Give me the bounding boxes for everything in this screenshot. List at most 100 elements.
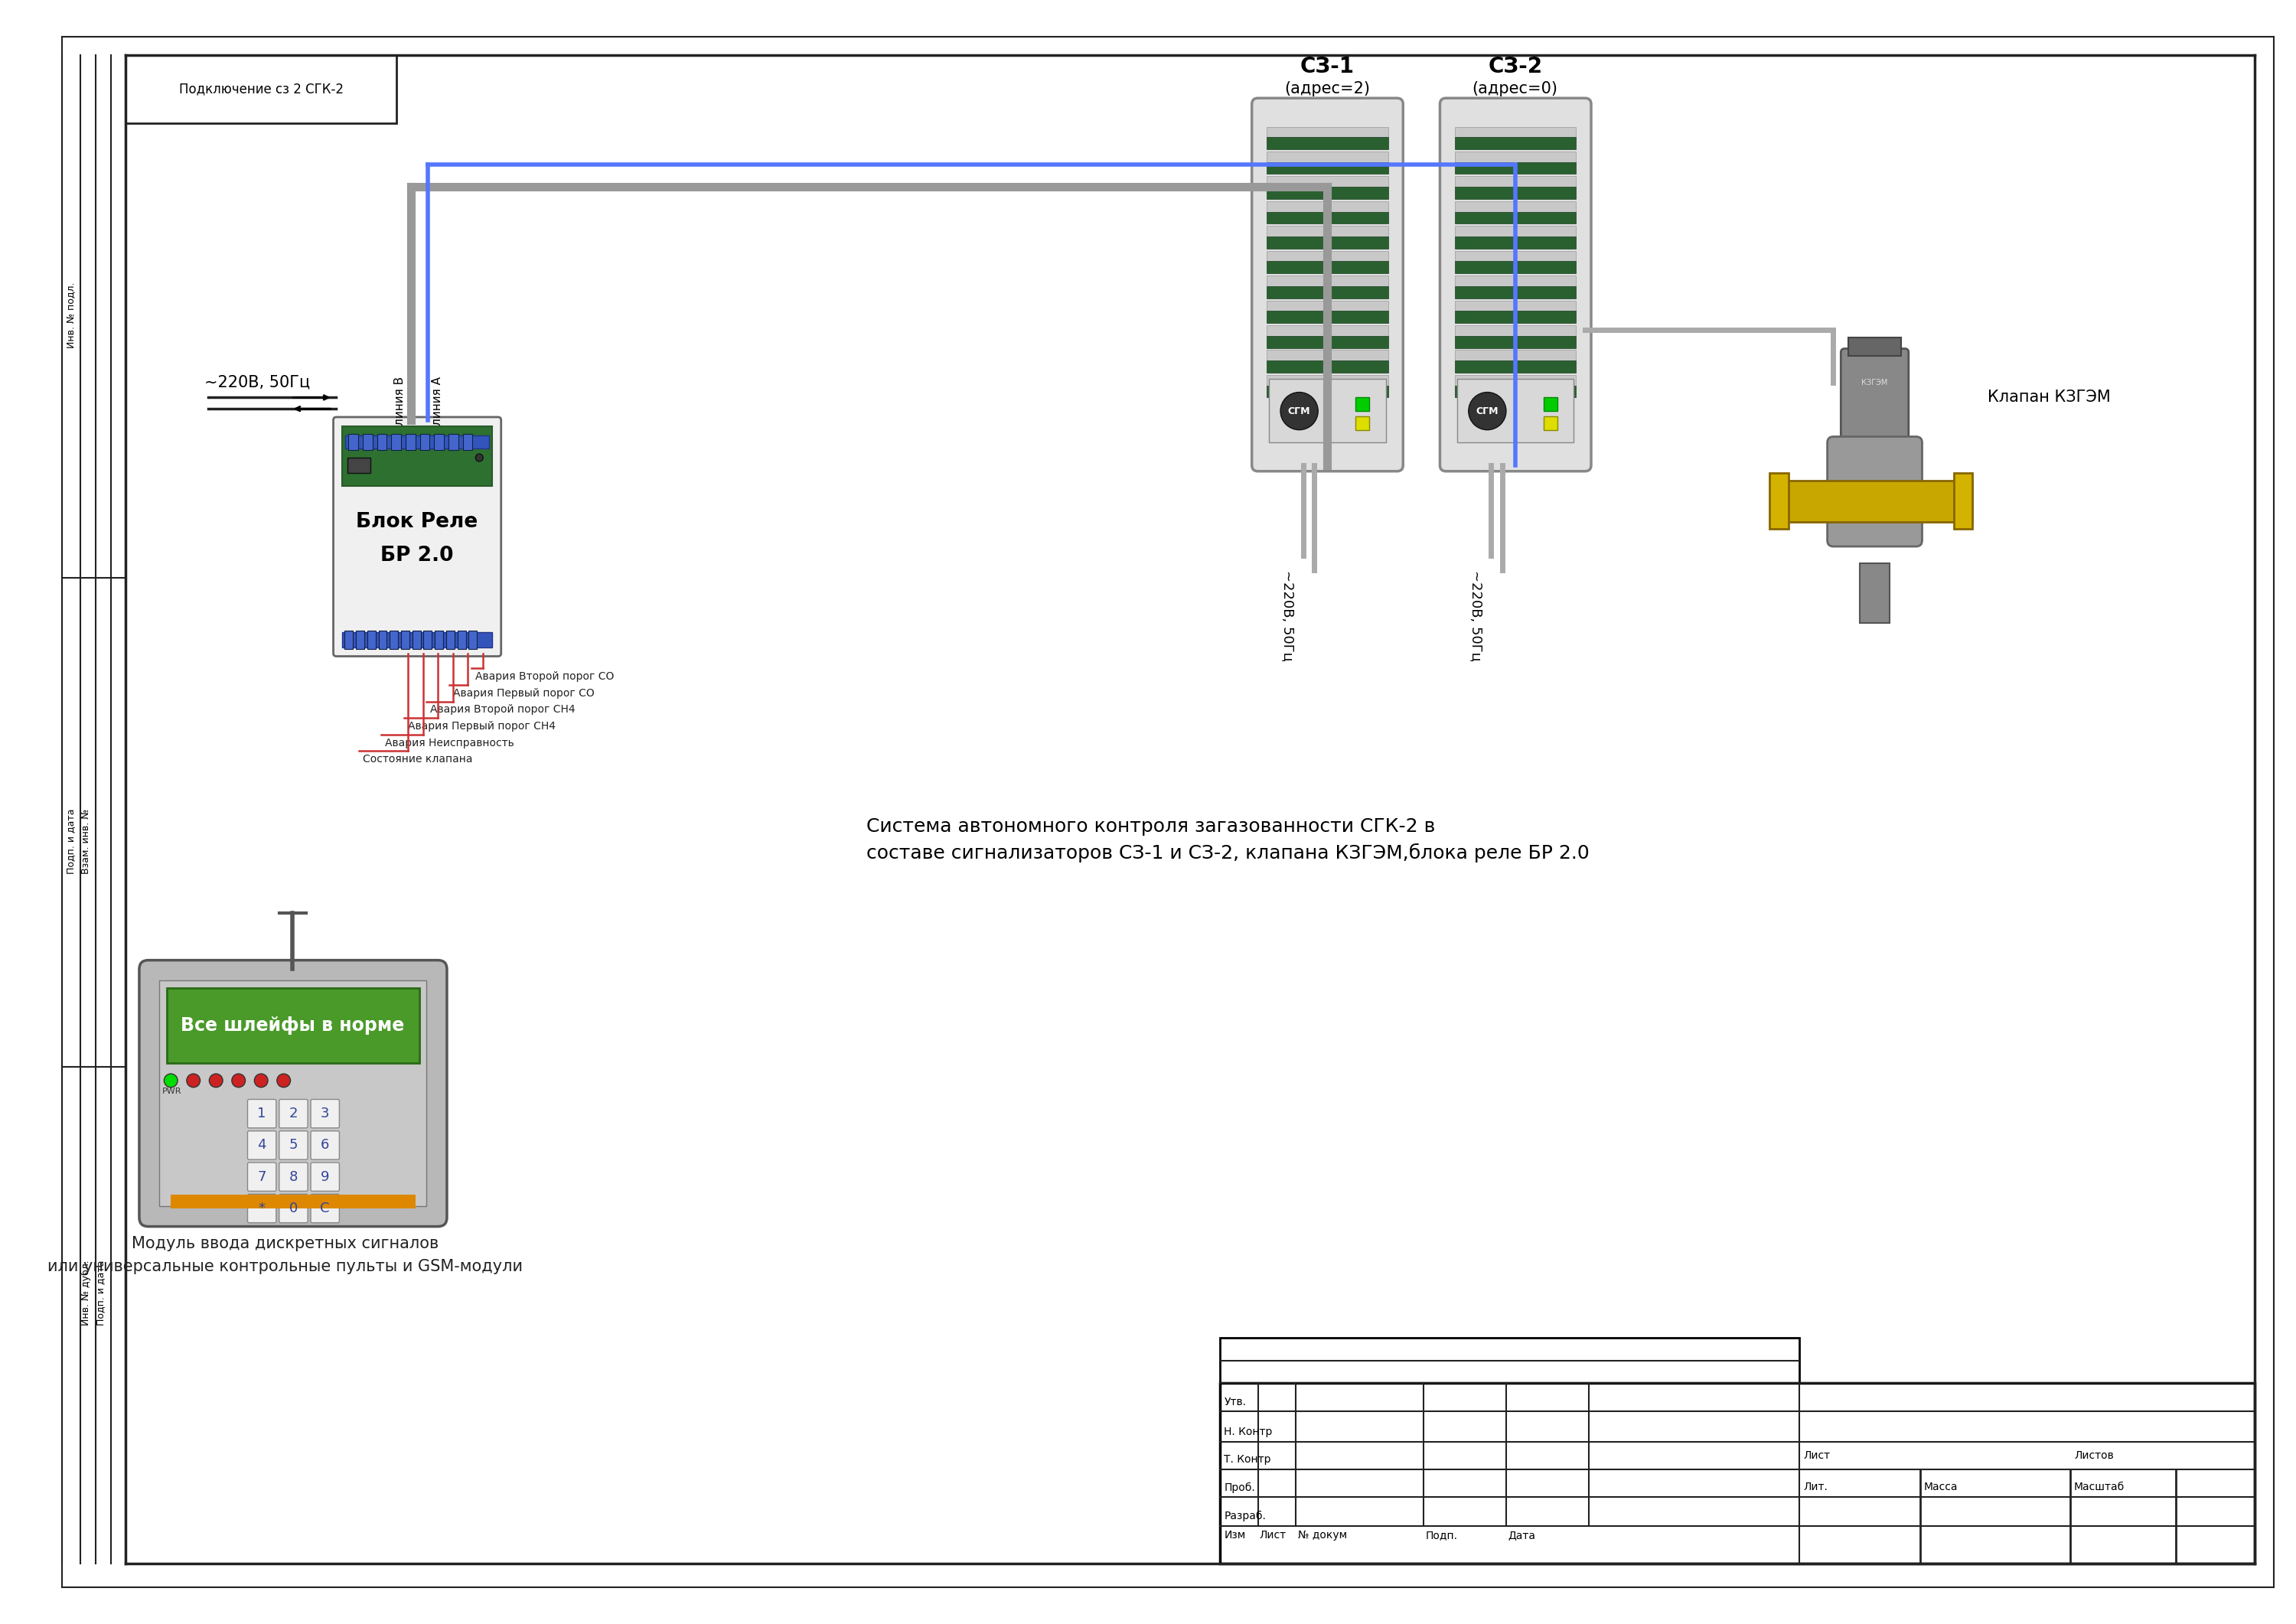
Text: Подп. и дата: Подп. и дата bbox=[96, 1260, 106, 1325]
Bar bbox=[1456, 312, 1575, 323]
Text: (адрес=0): (адрес=0) bbox=[1472, 81, 1559, 97]
Text: Листов: Листов bbox=[2073, 1450, 2115, 1462]
Text: 7: 7 bbox=[257, 1169, 266, 1184]
Text: Подп. и дата: Подп. и дата bbox=[67, 809, 76, 874]
Text: СЗ-2: СЗ-2 bbox=[1488, 55, 1543, 78]
FancyBboxPatch shape bbox=[248, 1163, 276, 1190]
Text: Дата: Дата bbox=[1508, 1530, 1536, 1540]
Bar bbox=[1267, 187, 1389, 198]
FancyBboxPatch shape bbox=[248, 1099, 276, 1129]
Bar bbox=[1270, 378, 1387, 443]
Text: *: * bbox=[259, 1202, 266, 1215]
Bar bbox=[1267, 177, 1389, 187]
Bar bbox=[1267, 162, 1389, 174]
Bar bbox=[1267, 312, 1389, 323]
Bar bbox=[1456, 211, 1575, 224]
Text: СГМ: СГМ bbox=[1476, 406, 1499, 416]
Bar bbox=[1456, 151, 1575, 162]
Bar bbox=[1267, 138, 1389, 149]
Text: Лит.: Лит. bbox=[1802, 1481, 1828, 1492]
FancyBboxPatch shape bbox=[248, 1194, 276, 1223]
Bar bbox=[1456, 375, 1575, 385]
Text: Инв. № дубл.: Инв. № дубл. bbox=[80, 1260, 92, 1325]
Bar bbox=[406, 434, 416, 450]
Bar bbox=[1355, 398, 1368, 411]
Bar bbox=[1456, 300, 1575, 312]
Bar bbox=[1458, 378, 1573, 443]
Bar bbox=[1456, 187, 1575, 198]
Text: БР 2.0: БР 2.0 bbox=[381, 546, 452, 565]
Text: Масса: Масса bbox=[1924, 1481, 1958, 1492]
Bar bbox=[1848, 338, 1901, 356]
Bar bbox=[344, 435, 489, 448]
Text: Состояние клапана: Состояние клапана bbox=[363, 754, 473, 765]
Text: 0: 0 bbox=[289, 1202, 298, 1215]
Text: Лист: Лист bbox=[1802, 1450, 1830, 1462]
Text: 6: 6 bbox=[321, 1138, 328, 1151]
Bar bbox=[1456, 385, 1575, 398]
Bar bbox=[379, 630, 386, 648]
Bar bbox=[1456, 361, 1575, 372]
Bar bbox=[1267, 375, 1389, 385]
Text: Разраб.: Разраб. bbox=[1224, 1510, 1265, 1522]
Bar bbox=[158, 981, 427, 1207]
Bar bbox=[1267, 325, 1389, 336]
Bar bbox=[347, 458, 370, 473]
Bar bbox=[1267, 261, 1389, 273]
Bar bbox=[1954, 473, 1972, 529]
Bar bbox=[445, 630, 455, 648]
Bar bbox=[1456, 127, 1575, 138]
Circle shape bbox=[255, 1073, 269, 1088]
Text: Подключение сз 2 СГК-2: Подключение сз 2 СГК-2 bbox=[179, 83, 344, 96]
Circle shape bbox=[1281, 393, 1318, 430]
Text: Изм: Изм bbox=[1224, 1530, 1247, 1540]
Text: Н. Контр: Н. Контр bbox=[1224, 1426, 1272, 1437]
Bar bbox=[363, 434, 372, 450]
Bar bbox=[1543, 398, 1557, 411]
Bar bbox=[1355, 416, 1368, 430]
Bar bbox=[434, 630, 443, 648]
Bar bbox=[1456, 237, 1575, 248]
Bar bbox=[413, 630, 420, 648]
Text: Лист: Лист bbox=[1261, 1530, 1286, 1540]
Text: линия А: линия А bbox=[432, 377, 443, 425]
FancyBboxPatch shape bbox=[280, 1130, 308, 1160]
Bar bbox=[1456, 276, 1575, 286]
Text: 5: 5 bbox=[289, 1138, 298, 1151]
Bar bbox=[457, 630, 466, 648]
Text: КЗГЭМ: КЗГЭМ bbox=[1862, 378, 1887, 387]
Bar bbox=[1267, 385, 1389, 398]
Bar bbox=[344, 630, 354, 648]
Text: C: C bbox=[319, 1202, 331, 1215]
Bar bbox=[1219, 1338, 1800, 1384]
Text: Клапан КЗГЭМ: Клапан КЗГЭМ bbox=[1988, 390, 2110, 404]
Bar bbox=[390, 630, 397, 648]
Bar bbox=[1267, 237, 1389, 248]
Text: Все шлейфы в норме: Все шлейфы в норме bbox=[181, 1017, 404, 1034]
FancyBboxPatch shape bbox=[310, 1099, 340, 1129]
Bar bbox=[367, 630, 377, 648]
Bar bbox=[434, 434, 443, 450]
Bar bbox=[1456, 286, 1575, 299]
Text: 2: 2 bbox=[289, 1108, 298, 1121]
Bar bbox=[464, 434, 473, 450]
FancyBboxPatch shape bbox=[333, 417, 501, 656]
Circle shape bbox=[163, 1073, 177, 1088]
Text: (адрес=2): (адрес=2) bbox=[1283, 81, 1371, 97]
Bar bbox=[1219, 1384, 2255, 1564]
Bar bbox=[1267, 351, 1389, 361]
Text: Система автономного контроля загазованности СГК-2 в: Система автономного контроля загазованно… bbox=[866, 817, 1435, 835]
Bar bbox=[1267, 361, 1389, 372]
Circle shape bbox=[278, 1073, 292, 1088]
Bar bbox=[1267, 211, 1389, 224]
Bar bbox=[1267, 226, 1389, 237]
Bar bbox=[1267, 127, 1389, 138]
Bar bbox=[1267, 300, 1389, 312]
Text: линия В: линия В bbox=[395, 377, 406, 425]
Bar bbox=[402, 630, 409, 648]
Text: Инв. № подл.: Инв. № подл. bbox=[67, 281, 76, 348]
Text: ~220В, 50Гц: ~220В, 50Гц bbox=[1469, 570, 1483, 661]
Text: 1: 1 bbox=[257, 1108, 266, 1121]
Text: составе сигнализаторов СЗ-1 и СЗ-2, клапана КЗГЭМ,блока реле БР 2.0: составе сигнализаторов СЗ-1 и СЗ-2, клап… bbox=[866, 843, 1589, 862]
Text: № докум: № докум bbox=[1297, 1530, 1348, 1540]
